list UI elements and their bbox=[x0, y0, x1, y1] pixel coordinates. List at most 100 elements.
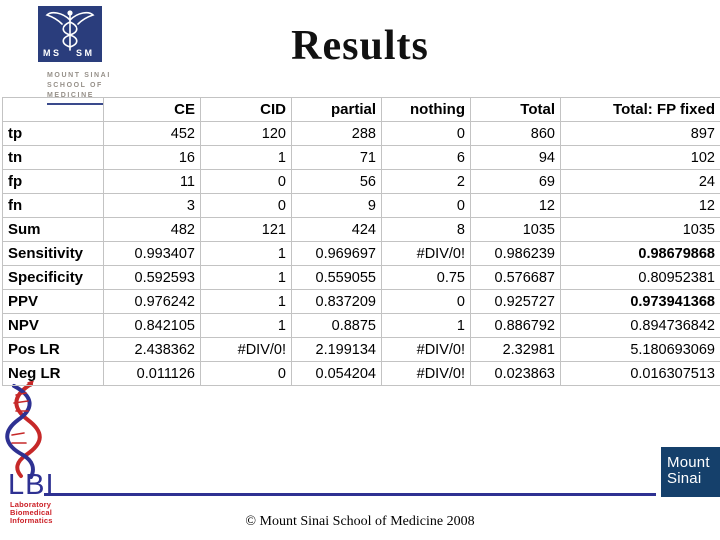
table-row: fp 11 0 56 2 69 24 bbox=[2, 169, 720, 194]
row-label: Neg LR bbox=[2, 361, 104, 386]
column-header: CE bbox=[103, 97, 201, 122]
results-table: CE CID partial nothing Total Total: FP fixed t… bbox=[2, 97, 720, 386]
lbi-line: Informatics bbox=[10, 516, 53, 525]
table-cell: 12 bbox=[470, 193, 561, 218]
table-cell: 69 bbox=[470, 169, 561, 194]
table-cell: 8 bbox=[381, 217, 471, 242]
table-cell: 0 bbox=[381, 289, 471, 314]
table-cell: 452 bbox=[103, 121, 201, 146]
table-cell: #DIV/0! bbox=[200, 337, 292, 362]
table-row: fn 3 0 9 0 12 12 bbox=[2, 193, 720, 218]
table-cell: 0.75 bbox=[381, 265, 471, 290]
table-cell: 12 bbox=[560, 193, 720, 218]
table-cell: 1 bbox=[200, 289, 292, 314]
table-cell: 0.023863 bbox=[470, 361, 561, 386]
table-cell: 0 bbox=[381, 121, 471, 146]
dna-helix-icon bbox=[4, 379, 42, 484]
row-label: tp bbox=[2, 121, 104, 146]
row-label: fn bbox=[2, 193, 104, 218]
table-cell: 0.973941368 bbox=[560, 289, 720, 314]
table-cell: 2 bbox=[381, 169, 471, 194]
table-row: tp 452 120 288 0 860 897 bbox=[2, 121, 720, 146]
row-label: tn bbox=[2, 145, 104, 170]
row-label: Sensitivity bbox=[2, 241, 104, 266]
table-header-row: CE CID partial nothing Total Total: FP fixed bbox=[2, 97, 720, 122]
table-cell: 1 bbox=[200, 241, 292, 266]
lbi-wordmark: Laboratory Biomedical Informatics bbox=[10, 501, 53, 525]
table-cell: 288 bbox=[291, 121, 382, 146]
table-cell: #DIV/0! bbox=[381, 337, 471, 362]
table-cell: 1 bbox=[200, 313, 292, 338]
table-cell: 0.8875 bbox=[291, 313, 382, 338]
table-cell: 0.925727 bbox=[470, 289, 561, 314]
monogram-left: M S bbox=[43, 48, 59, 58]
page-title: Results bbox=[291, 23, 429, 69]
table-cell: 56 bbox=[291, 169, 382, 194]
table-cell: 860 bbox=[470, 121, 561, 146]
monogram-right: S M bbox=[76, 48, 92, 58]
table-cell: 0.576687 bbox=[470, 265, 561, 290]
lbi-acronym: LBI bbox=[8, 469, 55, 501]
table-cell: 102 bbox=[560, 145, 720, 170]
table-cell: 0.016307513 bbox=[560, 361, 720, 386]
table-cell: 0 bbox=[200, 169, 292, 194]
table-cell: 3 bbox=[103, 193, 201, 218]
sinai-line: Mount bbox=[667, 454, 710, 471]
caduceus-icon: M S S M bbox=[38, 6, 102, 62]
table-cell: 0.969697 bbox=[291, 241, 382, 266]
row-label: NPV bbox=[2, 313, 104, 338]
lbi-rule bbox=[44, 493, 656, 496]
wordmark-line: MOUNT SINAI bbox=[47, 72, 111, 79]
row-label: fp bbox=[2, 169, 104, 194]
table-row: PPV 0.976242 1 0.837209 0 0.925727 0.973941368 bbox=[2, 289, 720, 314]
table-cell: 0.842105 bbox=[103, 313, 201, 338]
table-cell: 0.976242 bbox=[103, 289, 201, 314]
table-row: tn 16 1 71 6 94 102 bbox=[2, 145, 720, 170]
row-label: Sum bbox=[2, 217, 104, 242]
table-cell: 5.180693069 bbox=[560, 337, 720, 362]
table-cell: 24 bbox=[560, 169, 720, 194]
mssm-wordmark: MOUNT SINAI SCHOOL OF MEDICINE bbox=[47, 71, 111, 101]
table-cell: 0.894736842 bbox=[560, 313, 720, 338]
table-cell: 0 bbox=[200, 361, 292, 386]
row-label: Specificity bbox=[2, 265, 104, 290]
column-header: Total bbox=[470, 97, 561, 122]
table-row: Pos LR 2.438362 #DIV/0! 2.199134 #DIV/0! 2.32… bbox=[2, 337, 720, 362]
mount-sinai-logo: Mount Sinai bbox=[661, 447, 720, 497]
table-row: NPV 0.842105 1 0.8875 1 0.886792 0.894736842 bbox=[2, 313, 720, 338]
table-cell: 2.199134 bbox=[291, 337, 382, 362]
table-cell: 1035 bbox=[470, 217, 561, 242]
table-cell: 0.011126 bbox=[103, 361, 201, 386]
table-cell: 0.986239 bbox=[470, 241, 561, 266]
table-cell: 0.80952381 bbox=[560, 265, 720, 290]
row-label: Pos LR bbox=[2, 337, 104, 362]
table-cell: 897 bbox=[560, 121, 720, 146]
table-cell: 0 bbox=[381, 193, 471, 218]
lbi-line: Biomedical bbox=[10, 508, 53, 517]
column-header: nothing bbox=[381, 97, 471, 122]
table-cell: 1035 bbox=[560, 217, 720, 242]
table-cell: 0.559055 bbox=[291, 265, 382, 290]
row-label: PPV bbox=[2, 289, 104, 314]
mssm-logo: M S S M MOUNT SINAI SCHOOL OF MEDICINE bbox=[38, 6, 111, 105]
table-cell: 2.438362 bbox=[103, 337, 201, 362]
table-cell: 9 bbox=[291, 193, 382, 218]
table-cell: 0.837209 bbox=[291, 289, 382, 314]
table-row: Sum 482 121 424 8 1035 1035 bbox=[2, 217, 720, 242]
table-cell: 16 bbox=[103, 145, 201, 170]
table-cell: 0.592593 bbox=[103, 265, 201, 290]
sinai-line: Sinai bbox=[667, 470, 702, 487]
table-cell: 1 bbox=[200, 265, 292, 290]
table-cell: 2.32981 bbox=[470, 337, 561, 362]
table-cell: 0 bbox=[200, 193, 292, 218]
table-cell: 424 bbox=[291, 217, 382, 242]
table-cell: 11 bbox=[103, 169, 201, 194]
table-cell: 6 bbox=[381, 145, 471, 170]
table-row: Neg LR 0.011126 0 0.054204 #DIV/0! 0.023863 0.… bbox=[2, 361, 720, 386]
table-cell: 0.993407 bbox=[103, 241, 201, 266]
table-row: Specificity 0.592593 1 0.559055 0.75 0.576687… bbox=[2, 265, 720, 290]
table-cell: 0.054204 bbox=[291, 361, 382, 386]
lbi-line: Laboratory bbox=[10, 500, 52, 509]
table-cell: #DIV/0! bbox=[381, 361, 471, 386]
table-cell: #DIV/0! bbox=[381, 241, 471, 266]
